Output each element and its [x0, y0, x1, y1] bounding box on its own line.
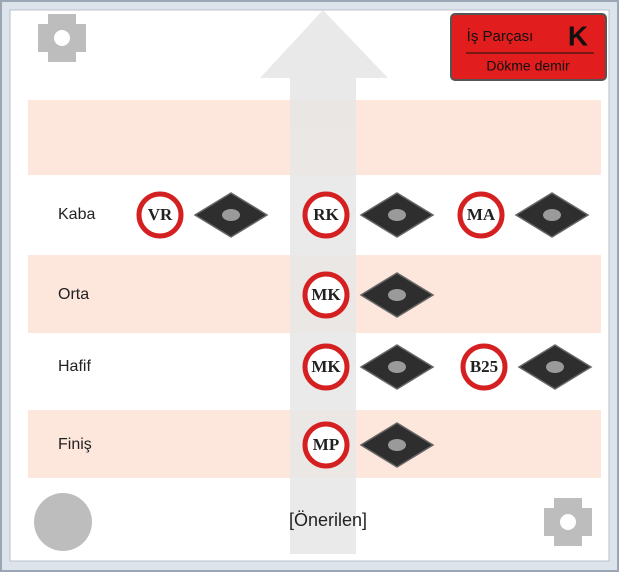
insert-hole [222, 209, 240, 221]
badge: İş Parçası K Dökme demir [450, 13, 607, 81]
row-label: Kaba [58, 206, 95, 223]
insert-hole [388, 209, 406, 221]
corner-icon [34, 493, 92, 551]
chip-label: MK [311, 357, 341, 376]
arrow [260, 10, 388, 554]
insert-hole [388, 361, 406, 373]
chipbreaker: MP [302, 421, 435, 469]
insert-hole [388, 439, 406, 451]
badge-title: İş Parçası [467, 27, 534, 45]
chipbreaker: MK [302, 271, 435, 319]
row-label: Finiş [58, 436, 92, 453]
chip-ring [460, 343, 508, 391]
chipbreaker: MA [457, 191, 590, 239]
corner-icon [544, 498, 592, 546]
chipbreaker: B25 [460, 343, 593, 391]
chip-label: VR [148, 205, 173, 224]
chip-ring [302, 191, 350, 239]
chip-label: MP [313, 435, 339, 454]
insert-hole [543, 209, 561, 221]
insert-hole [388, 289, 406, 301]
chip-ring [302, 421, 350, 469]
chip-ring [302, 343, 350, 391]
footer-label: [Önerilen] [289, 510, 367, 530]
insert-hole [546, 361, 564, 373]
row-label: Hafif [58, 358, 91, 375]
chipbreaker: RK [302, 191, 435, 239]
chip-label: MA [467, 205, 496, 224]
chip-label: B25 [470, 357, 498, 376]
chipbreaker: MK [302, 343, 435, 391]
badge-subtitle: Dökme demir [486, 58, 570, 74]
chip-label: MK [311, 285, 341, 304]
corner-icon [38, 14, 86, 62]
row-label: Orta [58, 286, 89, 303]
badge-letter: K [568, 20, 588, 51]
chip-ring [302, 271, 350, 319]
chipbreaker: VR [136, 191, 269, 239]
chip-ring [457, 191, 505, 239]
chip-ring [136, 191, 184, 239]
chip-label: RK [313, 205, 339, 224]
